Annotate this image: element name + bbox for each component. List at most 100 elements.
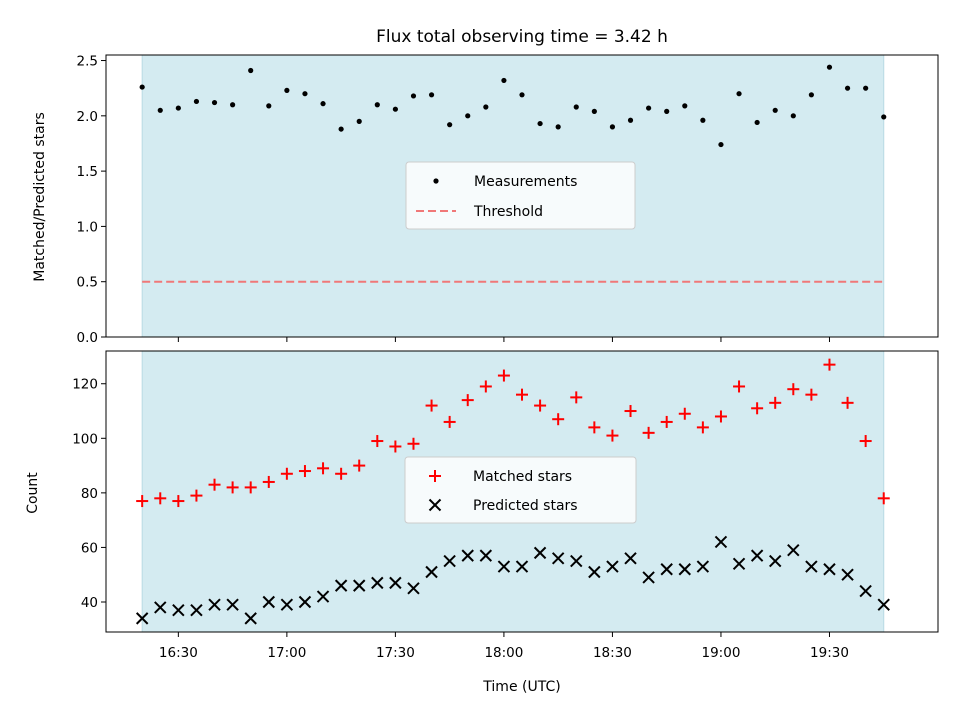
predicted-star-point (678, 563, 691, 576)
y-tick-label: 0.5 (77, 275, 98, 291)
matched-star-point (570, 391, 583, 404)
measurement-point (338, 126, 344, 132)
predicted-star-point (859, 584, 872, 598)
measurement-points (139, 64, 887, 148)
measurement-point (591, 108, 597, 114)
y-tick-label: 80 (81, 486, 98, 502)
measurement-point (863, 85, 869, 91)
predicted-star-point (425, 565, 438, 579)
predicted-star-point (334, 579, 348, 592)
count-panel: 40 60 80 100 120 16:30 17:00 17:30 18:00 18:30 19… (25, 350, 939, 695)
matched-star-point (696, 421, 709, 434)
matched-star-point (841, 396, 854, 409)
matched-star-point (298, 465, 311, 478)
measurement-point (465, 113, 471, 119)
predicted-star-point (371, 576, 384, 590)
matched-star-point (226, 481, 239, 494)
count-x-ticks: 16:30 17:00 17:30 18:00 18:30 19:00 19:30 (159, 632, 849, 661)
count-legend: Matched stars Predicted stars (404, 456, 637, 524)
measurement-point (519, 92, 525, 98)
measurement-point (682, 103, 688, 109)
legend-matched-label: Matched stars (473, 469, 572, 485)
predicted-star-point (497, 560, 511, 573)
count-legend-box (404, 456, 637, 524)
legend-predicted-marker (428, 498, 442, 512)
predicted-star-point (750, 549, 764, 562)
matched-star-point (859, 435, 872, 448)
matched-star-point (751, 402, 764, 415)
matched-star-point (769, 396, 782, 409)
predicted-star-point (353, 579, 366, 592)
measurement-point (609, 124, 616, 130)
measurement-point (790, 113, 796, 119)
predicted-star-point (515, 560, 529, 573)
measurement-point (646, 105, 652, 111)
predicted-star-point (787, 543, 800, 557)
matched-star-point (353, 459, 366, 472)
matched-star-point (678, 407, 691, 420)
predicted-star-point (570, 554, 583, 568)
ratio-x-ticks (177, 337, 830, 342)
measurement-point (664, 108, 670, 114)
matched-star-point (877, 492, 890, 505)
ratio-panel: 0.0 0.5 1.0 1.5 2.0 2.5 Matched/Predicted sta… (32, 54, 939, 346)
matched-star-point (389, 440, 402, 453)
y-tick-label: 120 (72, 377, 98, 393)
chart-title: Flux total observing time = 3.42 h (376, 27, 668, 47)
measurement-point (139, 84, 145, 90)
matched-star-point (407, 437, 420, 450)
measurement-point (211, 99, 218, 106)
predicted-star-point (154, 601, 167, 614)
legend-measurements-label: Measurements (474, 174, 577, 190)
x-tick-label: 17:00 (267, 645, 306, 661)
measurement-point (230, 102, 236, 108)
x-tick-label: 19:00 (702, 645, 741, 661)
matched-star-point (660, 415, 673, 428)
legend-threshold-label: Threshold (473, 204, 543, 220)
predicted-star-point (551, 552, 565, 565)
y-tick-label: 2.0 (77, 109, 98, 125)
measurement-point (573, 104, 579, 110)
ratio-legend-box (405, 161, 636, 230)
x-axis-label: Time (UTC) (482, 679, 560, 695)
measurement-point (537, 120, 543, 127)
predicted-star-point (588, 565, 601, 579)
measurement-point (157, 107, 163, 113)
matched-star-point (787, 383, 800, 396)
matched-star-point (479, 380, 492, 393)
x-tick-label: 17:30 (376, 645, 415, 661)
matched-star-point (136, 495, 149, 508)
matched-star-point (606, 429, 619, 442)
ratio-y-ticks: 0.0 0.5 1.0 1.5 2.0 2.5 (77, 54, 106, 346)
predicted-star-point (461, 549, 474, 562)
predicted-star-point (443, 554, 456, 568)
matched-star-point (516, 388, 528, 401)
predicted-star-point (660, 563, 673, 576)
matched-star-point (733, 380, 746, 393)
measurement-point (356, 118, 362, 124)
matched-star-point (244, 481, 257, 494)
y-tick-label: 0.0 (77, 330, 98, 346)
count-plot-frame (105, 350, 939, 633)
measurement-point (501, 77, 507, 84)
predicted-star-point (714, 535, 728, 549)
measurement-point (718, 141, 724, 148)
matched-star-point (805, 388, 818, 401)
matched-star-point (190, 489, 203, 502)
matched-star-point (497, 369, 510, 382)
predicted-star-point (877, 598, 890, 611)
predicted-star-point (280, 598, 294, 611)
measurement-point (302, 91, 308, 97)
measurement-point (736, 91, 742, 97)
matched-star-point (262, 475, 275, 488)
ratio-y-axis-label: Matched/Predicted stars (32, 112, 48, 282)
matched-star-point (172, 495, 185, 508)
legend-predicted-label: Predicted stars (473, 498, 578, 514)
matched-star-point (317, 462, 330, 475)
predicted-star-point (190, 603, 203, 617)
x-tick-label: 16:30 (159, 645, 198, 661)
matched-star-point (371, 435, 384, 448)
measurement-point (483, 104, 489, 110)
predicted-star-point (172, 603, 185, 617)
y-tick-label: 2.5 (77, 54, 98, 70)
